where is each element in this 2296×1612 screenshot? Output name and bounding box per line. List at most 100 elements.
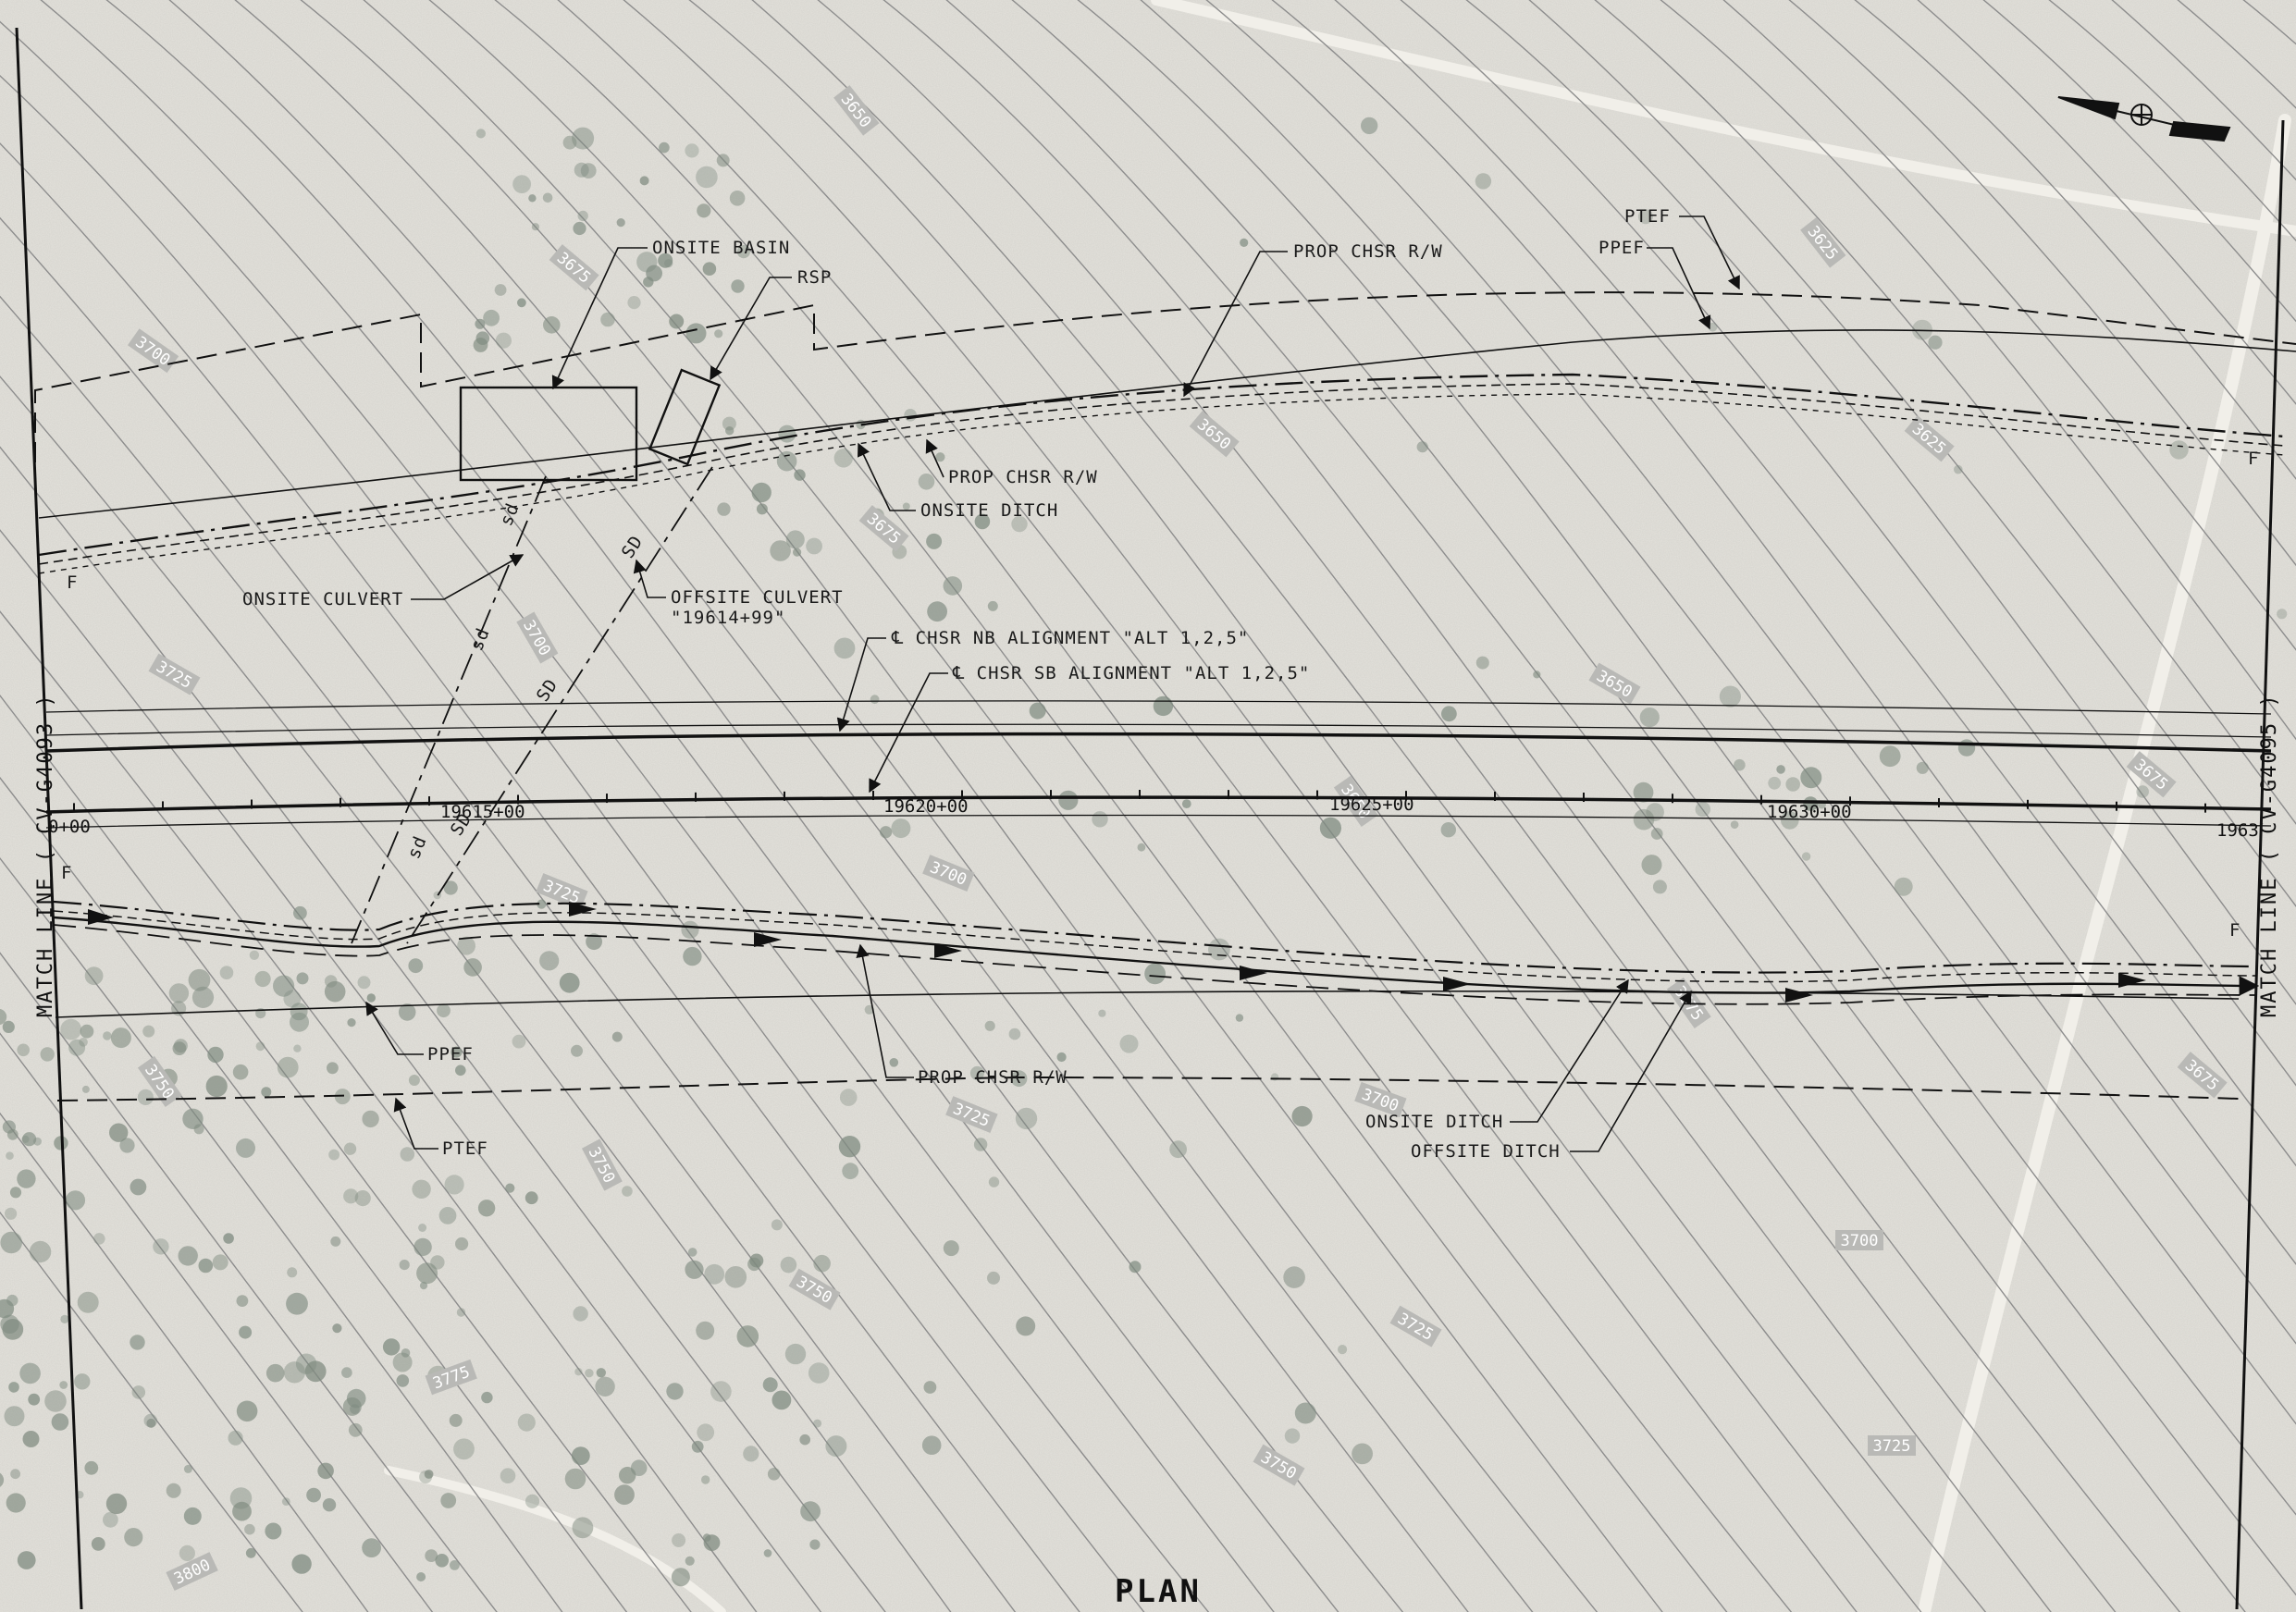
shrub: [261, 1087, 272, 1098]
shrub: [1361, 117, 1378, 135]
shrub: [800, 1501, 821, 1522]
shrub: [494, 284, 507, 296]
station-label: 19615+00: [440, 802, 525, 822]
shrub: [362, 1538, 381, 1557]
shrub: [622, 1186, 633, 1197]
shrub: [685, 143, 699, 158]
shrub: [153, 1238, 169, 1255]
contour-label-bg: [2126, 751, 2177, 798]
shrub: [223, 1233, 234, 1244]
shrub: [630, 1459, 648, 1476]
shrub: [772, 1390, 792, 1410]
match-line-left: MATCH LINE ( CV-G4093 ): [34, 693, 57, 1017]
shrub: [456, 1308, 466, 1317]
shrub: [595, 1376, 615, 1397]
contour-label-bg: [1333, 775, 1378, 828]
contour-line: [0, 75, 1210, 1612]
shrub: [1058, 790, 1079, 810]
onsite-ditch-top: [38, 393, 2286, 574]
contour-line: [1077, 0, 2296, 1516]
shrub: [463, 958, 482, 977]
shrub: [273, 975, 295, 997]
shrub: [22, 1132, 37, 1147]
shrub: [646, 265, 662, 282]
shrub: [838, 1136, 861, 1158]
shrub: [455, 1237, 469, 1251]
station-labels: 0+00 19615+00 19620+00 19625+00 19630+00 1963: [48, 794, 2259, 841]
shrub: [542, 192, 553, 203]
shrub: [0, 1008, 7, 1026]
dirt-road-north: [1151, 0, 2296, 237]
shrub: [2, 1020, 15, 1033]
prop-row-line-bottom-2: [53, 910, 2258, 983]
contour-line: [0, 694, 692, 1612]
shrub: [0, 1298, 15, 1319]
shrub: [889, 1058, 899, 1067]
leader-onsite-basin: [551, 247, 648, 390]
contour-line: [1722, 0, 2296, 651]
shrub: [927, 601, 947, 622]
shrub: [577, 210, 588, 222]
label-onsite-ditch-top: ONSITE DITCH: [920, 500, 1058, 521]
prop-row-line-top-2: [38, 383, 2286, 565]
shrub: [770, 540, 791, 561]
shrub: [424, 1470, 434, 1479]
shrub: [701, 1475, 710, 1484]
shrub: [103, 1511, 118, 1528]
shrub: [1637, 209, 1653, 225]
shrub: [751, 482, 772, 503]
shrub: [793, 548, 802, 557]
shrub: [1776, 765, 1785, 774]
shrub: [232, 1501, 252, 1521]
shrub: [416, 1262, 438, 1285]
shrub: [1801, 852, 1811, 861]
flow-arrow: [934, 943, 962, 958]
shrub: [0, 1472, 5, 1487]
shrub: [290, 1003, 308, 1021]
shrub: [825, 1435, 847, 1458]
shrub: [1169, 1140, 1187, 1159]
sheet-title: PLAN: [1115, 1573, 1202, 1610]
shrub: [813, 1254, 831, 1273]
label-nb-alignment: ℄ CHSR NB ALIGNMENT "ALT 1,2,5": [891, 628, 1249, 648]
contour-label-bg: [858, 505, 909, 552]
contour-label-bg: [1354, 1081, 1407, 1118]
flow-arrow: [1785, 988, 1813, 1003]
contour-label-bg: [516, 611, 559, 664]
shrub: [483, 309, 500, 326]
offsite-culvert-line: [406, 466, 713, 944]
shrub: [425, 1549, 438, 1562]
shrub: [580, 163, 597, 179]
contour-line: [1465, 0, 2296, 1005]
leader-onsite-culvert: [411, 554, 525, 600]
shrub: [401, 1348, 411, 1358]
shrub: [65, 1190, 86, 1211]
shrub: [974, 513, 991, 530]
shrub: [327, 1062, 339, 1075]
shrub: [438, 1207, 457, 1224]
shrub: [9, 1187, 22, 1199]
shrub: [1803, 796, 1819, 811]
leader-prop-row-bottom: [856, 943, 914, 1078]
shrub: [306, 1487, 321, 1503]
shrub: [119, 1138, 135, 1153]
north-arrow-cross: [2131, 105, 2152, 125]
contour-line: [1140, 0, 2296, 1425]
shrub: [785, 530, 805, 549]
fence-mark: F: [61, 863, 72, 883]
shrub: [973, 1138, 988, 1151]
shrub: [453, 1438, 475, 1460]
contour-line: [1011, 0, 2296, 1596]
flow-arrow: [2118, 973, 2146, 988]
shrub: [658, 252, 673, 268]
station-label: 19625+00: [1329, 794, 1414, 815]
shrub: [780, 1256, 797, 1274]
shrub: [1440, 822, 1457, 838]
shrub: [717, 502, 731, 516]
contour-line: [494, 0, 1793, 1612]
leader-sb-alignment: [869, 672, 948, 794]
shrub: [671, 1568, 690, 1587]
shrub: [1879, 745, 1901, 768]
shrub: [324, 980, 346, 1003]
shrub: [419, 1282, 428, 1290]
